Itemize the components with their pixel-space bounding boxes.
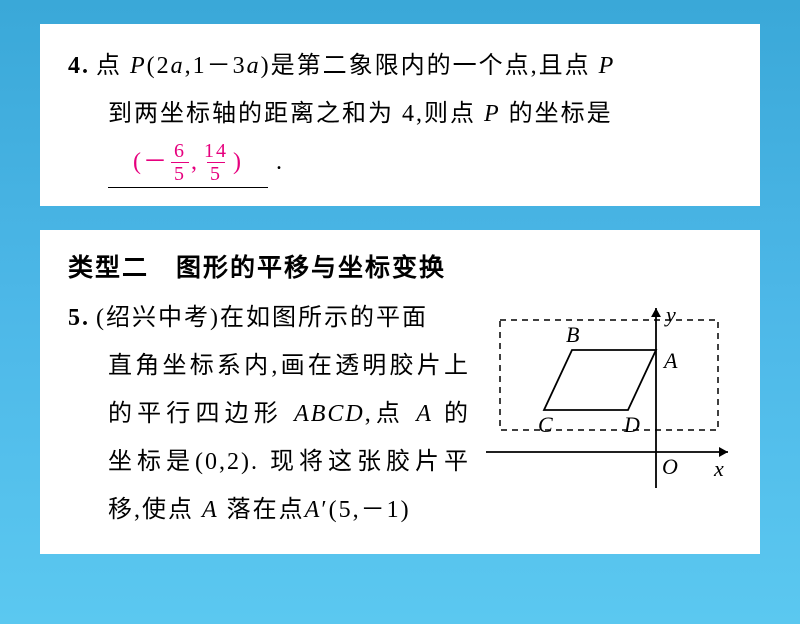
problem-number: 4. — [68, 53, 90, 79]
underline — [108, 187, 268, 188]
svg-text:D: D — [623, 412, 640, 437]
coordinate-diagram: y x O A B C D — [482, 302, 732, 492]
fraction-2: 14 5 — [201, 141, 231, 184]
problem-4-line2: 到两坐标轴的距离之和为 4,则点 P 的坐标是 — [68, 90, 732, 138]
section-title: 类型二 图形的平移与坐标变换 — [68, 248, 732, 284]
svg-text:B: B — [566, 322, 579, 347]
svg-text:C: C — [538, 412, 553, 437]
svg-text:O: O — [662, 454, 678, 479]
problem-5-card: 类型二 图形的平移与坐标变换 5.(绍兴中考)在如图所示的平面 直角坐标系内,画… — [40, 230, 760, 554]
problem-4-line1: 4.点 P(2a,1－3a)是第二象限内的一个点,且点 P — [68, 42, 732, 90]
problem-5-text: 5.(绍兴中考)在如图所示的平面 直角坐标系内,画在透明胶片上 的平行四边形 A… — [68, 294, 470, 534]
problem-4-answer-line: (－ 6 5 , 14 5 ) . — [68, 138, 732, 186]
svg-text:x: x — [713, 456, 724, 481]
period: . — [276, 149, 282, 175]
problem-5-body: 5.(绍兴中考)在如图所示的平面 直角坐标系内,画在透明胶片上 的平行四边形 A… — [68, 294, 732, 534]
problem-number: 5. — [68, 305, 90, 331]
problem-4-card: 4.点 P(2a,1－3a)是第二象限内的一个点,且点 P 到两坐标轴的距离之和… — [40, 24, 760, 206]
answer-value: (－ 6 5 , 14 5 ) — [123, 138, 253, 186]
svg-text:A: A — [662, 348, 678, 373]
svg-text:y: y — [664, 302, 676, 327]
answer-blank: (－ 6 5 , 14 5 ) — [108, 138, 268, 186]
fraction-1: 6 5 — [171, 141, 189, 184]
